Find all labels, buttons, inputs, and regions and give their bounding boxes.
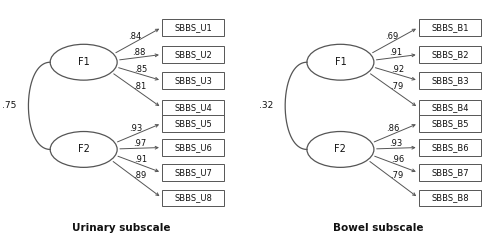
Text: SBBS_U6: SBBS_U6 — [174, 143, 212, 152]
Text: SBBS_U1: SBBS_U1 — [174, 23, 212, 32]
Text: F2: F2 — [334, 144, 346, 154]
FancyBboxPatch shape — [418, 99, 481, 116]
Text: SBBS_U8: SBBS_U8 — [174, 193, 212, 202]
Text: .91: .91 — [134, 155, 147, 164]
FancyBboxPatch shape — [162, 190, 224, 206]
FancyBboxPatch shape — [418, 46, 481, 63]
Text: .75: .75 — [2, 101, 16, 110]
Text: F1: F1 — [334, 57, 346, 67]
Text: SBBS_U3: SBBS_U3 — [174, 76, 212, 85]
Text: .92: .92 — [391, 65, 404, 74]
Text: .97: .97 — [132, 139, 146, 148]
Text: .96: .96 — [391, 155, 404, 164]
Text: SBBS_B5: SBBS_B5 — [431, 119, 469, 128]
Text: .93: .93 — [390, 139, 402, 148]
Text: F1: F1 — [78, 57, 90, 67]
Text: SBBS_U4: SBBS_U4 — [174, 103, 212, 112]
Text: SBBS_B4: SBBS_B4 — [431, 103, 469, 112]
Text: Urinary subscale: Urinary subscale — [72, 223, 171, 233]
Text: .69: .69 — [385, 32, 398, 41]
Text: .32: .32 — [259, 101, 274, 110]
FancyBboxPatch shape — [162, 115, 224, 131]
Text: .85: .85 — [134, 65, 147, 74]
Text: Bowel subscale: Bowel subscale — [333, 223, 424, 233]
FancyBboxPatch shape — [162, 99, 224, 116]
FancyBboxPatch shape — [162, 46, 224, 63]
Text: .91: .91 — [389, 48, 402, 57]
Text: SBBS_B3: SBBS_B3 — [431, 76, 469, 85]
FancyBboxPatch shape — [418, 72, 481, 89]
Text: .88: .88 — [132, 48, 145, 57]
Text: .79: .79 — [390, 171, 404, 180]
Text: SBBS_U2: SBBS_U2 — [174, 50, 212, 59]
FancyBboxPatch shape — [418, 164, 481, 181]
Text: .79: .79 — [390, 82, 404, 91]
FancyBboxPatch shape — [162, 164, 224, 181]
Text: SBBS_B1: SBBS_B1 — [431, 23, 469, 32]
FancyBboxPatch shape — [162, 139, 224, 156]
Text: .93: .93 — [130, 124, 142, 133]
Text: SBBS_B2: SBBS_B2 — [431, 50, 469, 59]
Text: F2: F2 — [78, 144, 90, 154]
FancyBboxPatch shape — [418, 190, 481, 206]
Text: SBBS_U7: SBBS_U7 — [174, 168, 212, 177]
Text: SBBS_B7: SBBS_B7 — [431, 168, 469, 177]
Text: .84: .84 — [128, 32, 141, 41]
Text: SBBS_B8: SBBS_B8 — [431, 193, 469, 202]
Text: SBBS_U5: SBBS_U5 — [174, 119, 212, 128]
Text: .89: .89 — [134, 171, 146, 180]
FancyBboxPatch shape — [418, 19, 481, 36]
Text: .86: .86 — [386, 124, 400, 133]
FancyBboxPatch shape — [162, 19, 224, 36]
Text: SBBS_B6: SBBS_B6 — [431, 143, 469, 152]
FancyBboxPatch shape — [418, 115, 481, 131]
Text: .81: .81 — [134, 82, 147, 91]
FancyBboxPatch shape — [418, 139, 481, 156]
FancyBboxPatch shape — [162, 72, 224, 89]
